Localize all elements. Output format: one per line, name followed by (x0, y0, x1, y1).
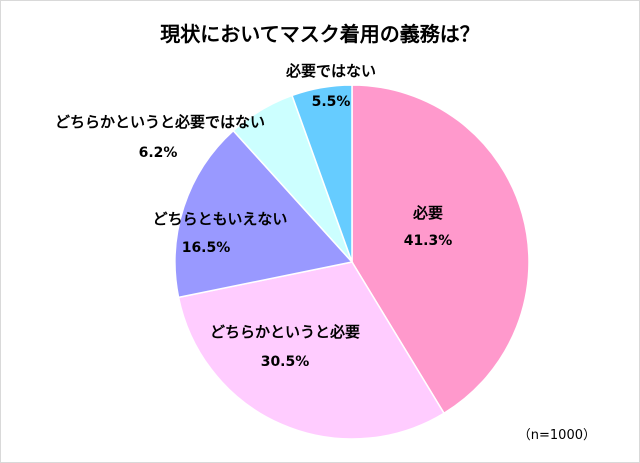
slice-label: どちらともいえない (153, 210, 288, 228)
pie-slice (291, 84, 353, 263)
slice-value: 41.3% (404, 233, 453, 249)
sample-size-note: （n=1000） (517, 428, 596, 443)
pie-slice (177, 261, 446, 440)
slice-label: 必要ではない (285, 62, 376, 80)
slice-label: 必要 (412, 204, 443, 222)
slice-label: どちらかというと必要ではない (55, 113, 265, 131)
slice-value: 16.5% (182, 240, 231, 256)
slice-value: 5.5% (312, 94, 351, 110)
slice-value: 30.5% (261, 354, 310, 370)
pie-slice (174, 129, 354, 299)
slice-value: 6.2% (139, 145, 178, 161)
pie-slice (351, 84, 530, 415)
chart-title: 現状においてマスク着用の義務は？ (160, 22, 480, 46)
slice-label: どちらかというと必要 (210, 323, 360, 341)
